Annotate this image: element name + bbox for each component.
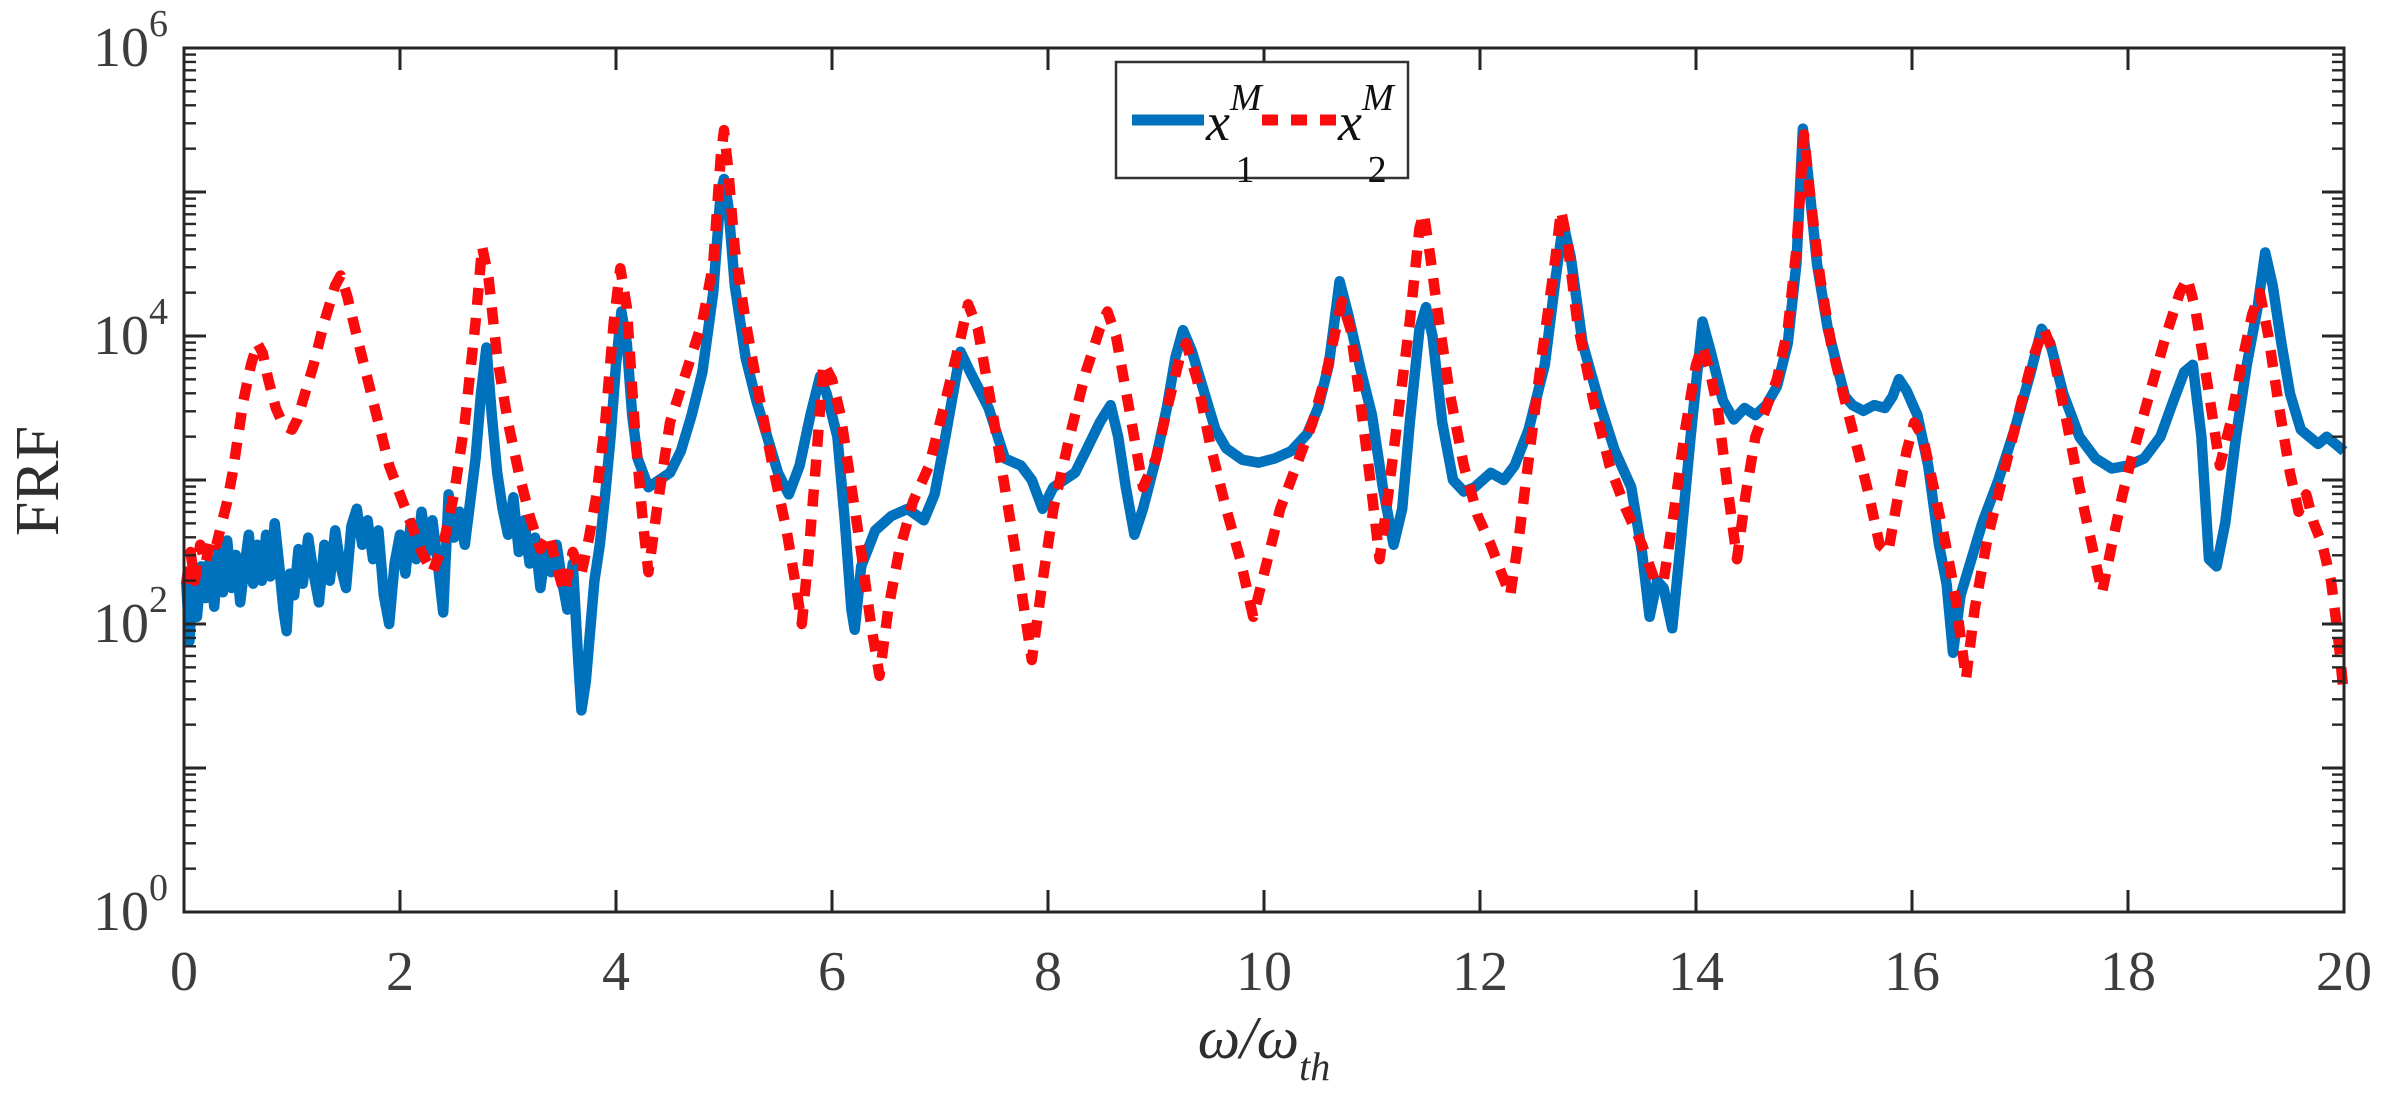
series-line-x1M: [180, 123, 2348, 716]
y-axis-label: FRF: [4, 426, 72, 536]
x-tick-label: 14: [1668, 941, 1724, 1003]
x-tick-label: 2: [386, 941, 414, 1003]
x-tick-label: 10: [1236, 941, 1292, 1003]
x-tick-label: 18: [2100, 941, 2156, 1003]
x-tick-label: 6: [818, 941, 846, 1003]
series-line-x2M: [180, 124, 2350, 697]
x-tick-label: 12: [1452, 941, 1508, 1003]
y-tick-label: 100: [93, 867, 168, 943]
y-tick-label: 106: [93, 3, 168, 79]
x-tick-label: 0: [170, 941, 198, 1003]
y-tick-label: 104: [93, 291, 168, 367]
x-tick-label: 8: [1034, 941, 1062, 1003]
legend: xM 1 xM 2: [1114, 60, 1410, 191]
x-tick-label: 16: [1884, 941, 1940, 1003]
tick-labels: 0 2 4 6 8 10 12 14 16 18 20 100 102 104 106: [93, 3, 2372, 1003]
y-tick-label: 102: [93, 579, 168, 655]
x-tick-label: 20: [2316, 941, 2372, 1003]
tick-marks: [182, 46, 2346, 914]
x-axis-label: ω/ωth: [1198, 1005, 1331, 1089]
legend-label: xM 2: [1337, 77, 1396, 191]
x-tick-label: 4: [602, 941, 630, 1003]
legend-label: xM 1: [1205, 77, 1264, 191]
